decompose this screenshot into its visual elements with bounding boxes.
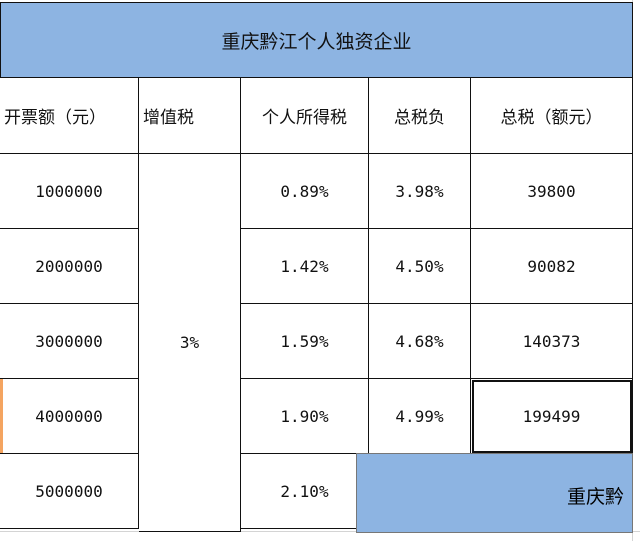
total-tax-cell[interactable]: 199499 <box>471 379 633 454</box>
header-total-rate[interactable]: 总税负 <box>369 78 471 154</box>
total-tax-cell[interactable]: 140373 <box>471 304 633 379</box>
income-tax-cell[interactable]: 1.42% <box>241 229 369 304</box>
income-tax-cell[interactable]: 1.59% <box>241 304 369 379</box>
total-tax-cell[interactable]: 90082 <box>471 229 633 304</box>
header-total-tax[interactable]: 总税（额元） <box>471 78 633 154</box>
total-rate-cell[interactable]: 3.98% <box>369 154 471 229</box>
total-rate-cell[interactable]: 4.68% <box>369 304 471 379</box>
invoice-cell[interactable]: 4000000 <box>0 379 139 454</box>
header-income-tax[interactable]: 个人所得税 <box>241 78 369 154</box>
total-tax-cell[interactable]: 39800 <box>471 154 633 229</box>
drag-preview-text: 重庆黔 <box>567 486 625 508</box>
invoice-cell[interactable]: 2000000 <box>0 229 139 304</box>
header-vat[interactable]: 增值税 <box>139 78 241 154</box>
header-invoice[interactable]: 开票额（元） <box>0 78 139 154</box>
drag-preview: 重庆黔 <box>356 453 633 533</box>
income-tax-cell[interactable]: 1.90% <box>241 379 369 454</box>
invoice-cell[interactable]: 3000000 <box>0 304 139 379</box>
title-cell[interactable]: 重庆黔江个人独资企业 <box>0 2 633 78</box>
invoice-cell[interactable]: 5000000 <box>0 454 139 529</box>
total-rate-cell[interactable]: 4.99% <box>369 379 471 454</box>
gridline <box>0 531 640 532</box>
income-tax-cell[interactable]: 2.10% <box>241 454 369 529</box>
invoice-cell[interactable]: 1000000 <box>0 154 139 229</box>
income-tax-cell[interactable]: 0.89% <box>241 154 369 229</box>
row-selection-marker <box>0 378 3 453</box>
vat-merged-cell[interactable]: 3% <box>139 154 241 532</box>
total-rate-cell[interactable]: 4.50% <box>369 229 471 304</box>
